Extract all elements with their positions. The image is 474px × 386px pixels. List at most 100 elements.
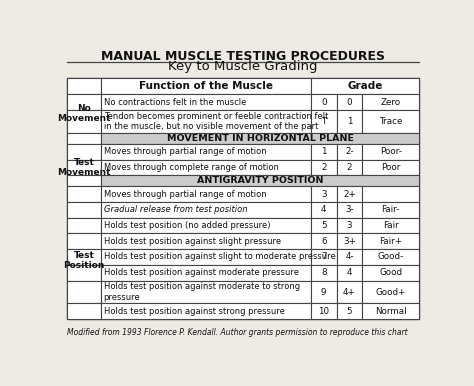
Bar (66, 265, 101, 281)
Text: Moves through partial range of motion: Moves through partial range of motion (104, 190, 266, 199)
Text: ANTIGRAVITY POSITION: ANTIGRAVITY POSITION (197, 176, 324, 185)
Text: 7: 7 (321, 252, 327, 261)
Bar (101, 78, 311, 95)
Bar (311, 160, 337, 175)
Text: Holds test position against moderate to strong
pressure: Holds test position against moderate to … (104, 282, 300, 302)
Text: 2: 2 (346, 163, 352, 172)
Text: Good+: Good+ (375, 288, 406, 296)
Text: Fair: Fair (383, 221, 399, 230)
Bar (66, 78, 419, 319)
Bar (311, 303, 337, 319)
Text: Good: Good (379, 268, 402, 277)
Bar (66, 202, 101, 218)
Text: 4-: 4- (345, 252, 354, 261)
Bar (311, 281, 337, 303)
Text: Function of the Muscle: Function of the Muscle (139, 81, 273, 91)
Bar (362, 110, 419, 133)
Text: Trace: Trace (379, 117, 402, 126)
Bar (101, 175, 419, 186)
Text: Holds test position against slight pressure: Holds test position against slight press… (104, 237, 281, 246)
Text: Holds test position against slight to moderate pressure: Holds test position against slight to mo… (104, 252, 336, 261)
Bar (337, 95, 362, 110)
Bar (311, 110, 337, 133)
Bar (362, 218, 419, 234)
Text: 2+: 2+ (343, 190, 356, 199)
Text: Fair+: Fair+ (379, 237, 402, 246)
Bar (362, 234, 419, 249)
Text: Gradual release from test position: Gradual release from test position (104, 205, 247, 214)
Text: 2: 2 (321, 163, 327, 172)
Bar (66, 303, 101, 319)
Text: MANUAL MUSCLE TESTING PROCEDURES: MANUAL MUSCLE TESTING PROCEDURES (101, 50, 385, 63)
Bar (66, 281, 101, 303)
Text: Holds test position (no added pressure): Holds test position (no added pressure) (104, 221, 270, 230)
Text: 3-: 3- (345, 205, 354, 214)
Text: 1: 1 (321, 147, 327, 156)
Bar (101, 144, 311, 160)
Bar (101, 218, 311, 234)
Bar (101, 303, 311, 319)
Text: Normal: Normal (375, 307, 407, 316)
Text: 6: 6 (321, 237, 327, 246)
Bar (101, 95, 311, 110)
Text: 5: 5 (346, 307, 352, 316)
Text: Fair-: Fair- (382, 205, 400, 214)
Text: Moves through partial range of motion: Moves through partial range of motion (104, 147, 266, 156)
Bar (337, 160, 362, 175)
Text: 10: 10 (318, 307, 329, 316)
Text: 0: 0 (321, 98, 327, 107)
Bar (311, 202, 337, 218)
Bar (337, 202, 362, 218)
Text: Good-: Good- (378, 252, 404, 261)
Bar (101, 249, 311, 265)
Bar (101, 186, 311, 202)
Bar (337, 218, 362, 234)
Text: Poor-: Poor- (380, 147, 402, 156)
Bar (66, 249, 101, 265)
Bar (362, 144, 419, 160)
Bar (337, 281, 362, 303)
Bar (311, 186, 337, 202)
Bar (311, 95, 337, 110)
Bar (337, 234, 362, 249)
Bar (337, 303, 362, 319)
Bar (66, 144, 101, 160)
Text: No contractions felt in the muscle: No contractions felt in the muscle (104, 98, 246, 107)
Bar (101, 281, 311, 303)
Bar (66, 110, 101, 133)
Bar (66, 78, 101, 95)
Bar (362, 186, 419, 202)
Bar (311, 218, 337, 234)
Bar (362, 281, 419, 303)
Text: 4+: 4+ (343, 288, 356, 296)
Text: No
Movement: No Movement (57, 104, 111, 124)
Bar (66, 218, 101, 234)
Bar (311, 234, 337, 249)
Bar (66, 133, 101, 144)
Bar (311, 144, 337, 160)
Text: Key to Muscle Grading: Key to Muscle Grading (168, 60, 318, 73)
Bar (337, 110, 362, 133)
Bar (362, 249, 419, 265)
Bar (66, 160, 101, 175)
Text: 3: 3 (346, 221, 352, 230)
Bar (66, 234, 101, 249)
Bar (362, 303, 419, 319)
Text: Test
Movement: Test Movement (57, 158, 111, 177)
Text: 2-: 2- (345, 147, 354, 156)
Text: 1: 1 (346, 117, 352, 126)
Text: 8: 8 (321, 268, 327, 277)
Bar (362, 95, 419, 110)
Bar (337, 249, 362, 265)
Text: T: T (321, 117, 327, 126)
Bar (337, 265, 362, 281)
Text: Test
Position: Test Position (64, 251, 105, 270)
Text: 3: 3 (321, 190, 327, 199)
Text: 9: 9 (321, 288, 327, 296)
Bar (337, 144, 362, 160)
Text: 4: 4 (346, 268, 352, 277)
Text: Holds test position against strong pressure: Holds test position against strong press… (104, 307, 284, 316)
Bar (101, 202, 311, 218)
Bar (66, 175, 101, 186)
Bar (101, 133, 419, 144)
